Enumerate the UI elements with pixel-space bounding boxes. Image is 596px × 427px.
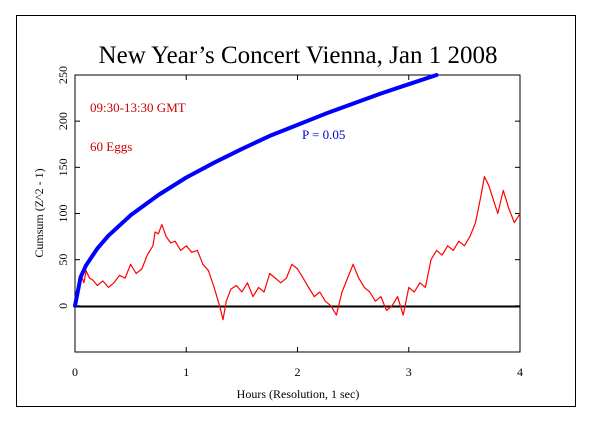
chart-title: New Year’s Concert Vienna, Jan 1 2008 (99, 42, 498, 69)
cumsum-line (74, 176, 521, 321)
envelope-line (73, 73, 439, 308)
y-tick-label: 200 (56, 112, 70, 130)
annotation-eggs: 60 Eggs (90, 139, 132, 154)
y-axis-label: Cumsum (Z^2 - 1) (32, 168, 46, 257)
x-axis-label: Hours (Resolution, 1 sec) (237, 387, 360, 401)
annotation-p-value: P = 0.05 (302, 127, 345, 142)
axis-ticks: 0 1 2 3 4 0 50 100 150 200 250 (56, 66, 523, 379)
plot-border (74, 74, 521, 353)
annotation-time-range: 09:30-13:30 GMT (90, 100, 186, 115)
y-tick-label: 100 (56, 205, 70, 223)
x-tick-label: 0 (72, 365, 78, 379)
plot-area (74, 74, 521, 353)
x-tick-label: 3 (406, 365, 412, 379)
y-tick-label: 250 (56, 66, 70, 84)
y-tick-label: 50 (56, 254, 70, 266)
x-tick-label: 2 (295, 365, 301, 379)
chart-frame (16, 15, 576, 407)
x-tick-label: 4 (517, 365, 523, 379)
x-tick-label: 1 (183, 365, 189, 379)
y-tick-label: 0 (56, 303, 70, 309)
series-layer (73, 73, 521, 321)
y-tick-label: 150 (56, 158, 70, 176)
